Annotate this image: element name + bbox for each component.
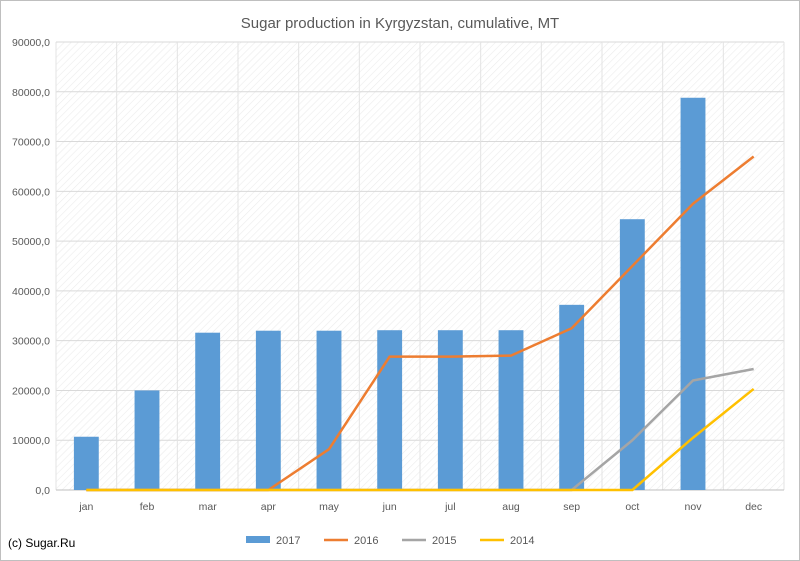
x-tick-label: feb <box>140 501 155 513</box>
y-tick-label: 10000,0 <box>12 435 50 447</box>
bar-2017-apr <box>255 330 281 490</box>
x-tick-label: jun <box>382 501 397 513</box>
y-tick-label: 80000,0 <box>12 87 50 99</box>
bar-2017-may <box>316 330 342 490</box>
bar-2017-jan <box>73 436 99 490</box>
legend-label-2016: 2016 <box>354 535 378 547</box>
x-tick-label: mar <box>199 501 218 513</box>
legend: 2017 2016 2015 2014 <box>246 535 534 547</box>
x-tick-label: aug <box>502 501 520 513</box>
bar-2017-jun <box>377 330 403 490</box>
x-tick-label: apr <box>261 501 277 513</box>
series-line-2014 <box>86 387 755 492</box>
y-tick-label: 60000,0 <box>12 186 50 198</box>
y-tick-label: 70000,0 <box>12 137 50 149</box>
bar-2017-aug <box>498 330 524 490</box>
bar-2017-jul <box>437 330 463 490</box>
credit-text: (c) Sugar.Ru <box>8 536 76 550</box>
bar-2017-sep <box>559 304 585 490</box>
bar-2017-oct <box>619 219 645 490</box>
x-tick-label: nov <box>685 501 703 513</box>
x-tick-label: jan <box>78 501 93 513</box>
bar-2017-nov <box>680 97 706 491</box>
x-tick-label: jul <box>444 501 456 513</box>
x-tick-label: sep <box>563 501 580 513</box>
x-tick-label: may <box>319 501 340 513</box>
line-series <box>86 155 755 492</box>
bar-2017-mar <box>195 332 221 490</box>
bar-2017-feb <box>134 390 160 490</box>
x-tick-label: dec <box>745 501 762 513</box>
y-axis-ticks: 0,0 10000,0 20000,0 30000,0 40000,0 50000,0 60… <box>12 37 50 497</box>
y-tick-label: 50000,0 <box>12 236 50 248</box>
legend-label-2015: 2015 <box>432 535 456 547</box>
y-tick-label: 90000,0 <box>12 37 50 49</box>
x-axis-ticks: jan feb mar apr may jun jul aug sep oct nov dec <box>78 501 762 513</box>
x-tick-label: oct <box>625 501 639 513</box>
grid-lines <box>55 41 785 491</box>
legend-label-2017: 2017 <box>276 535 300 547</box>
y-tick-label: 30000,0 <box>12 336 50 348</box>
legend-label-2014: 2014 <box>510 535 534 547</box>
chart-title: Sugar production in Kyrgyzstan, cumulati… <box>241 15 559 32</box>
y-tick-label: 0,0 <box>35 485 50 497</box>
y-tick-label: 40000,0 <box>12 286 50 298</box>
legend-swatch-2017 <box>246 536 270 543</box>
y-tick-label: 20000,0 <box>12 385 50 397</box>
